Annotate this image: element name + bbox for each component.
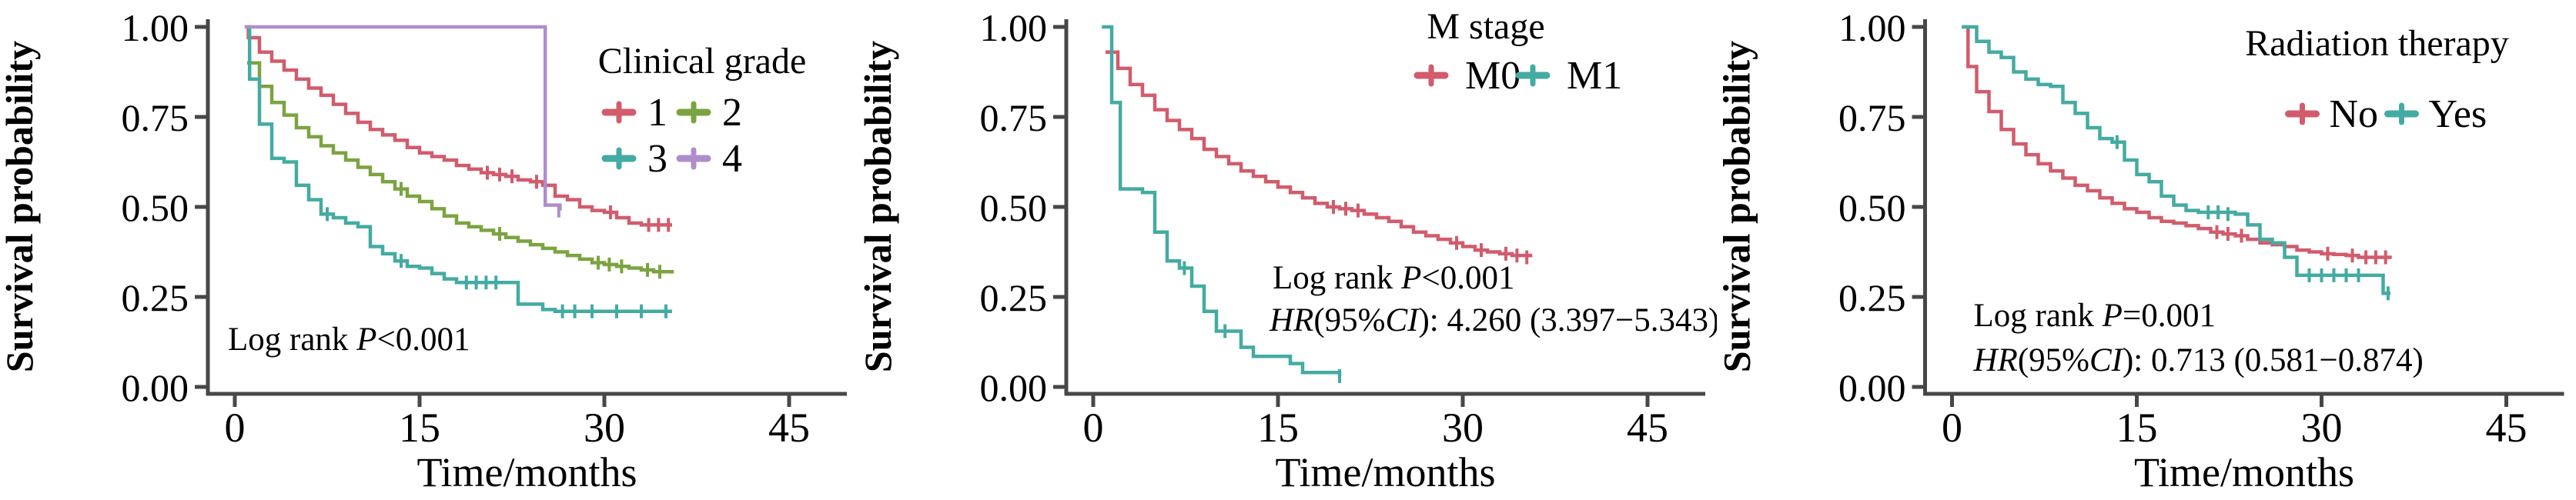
km-curve-m1 — [1102, 25, 1342, 376]
legend-title: Radiation therapy — [2245, 23, 2509, 64]
y-tick-label: 0.50 — [980, 186, 1048, 229]
annotation-log-rank: Log rank P=0.001 — [1974, 298, 2216, 334]
y-tick-label: 0.75 — [980, 96, 1048, 139]
y-tick-label: 1.00 — [1838, 6, 1906, 49]
x-tick-label: 15 — [399, 405, 440, 451]
y-tick-label: 0.00 — [1838, 366, 1906, 409]
y-tick-label: 0.50 — [1838, 186, 1906, 229]
legend: Clinical grade 1 2 3 4 — [598, 41, 807, 181]
km-curve-m0 — [1106, 50, 1533, 258]
annotation-log-rank: Log rank P<0.001 — [1273, 260, 1514, 296]
y-tick-label: 0.75 — [1838, 96, 1906, 139]
km-chart-m-stage: 1.00 0.75 0.50 0.25 0.00 Survival probability… — [858, 6, 1717, 495]
x-axis-title: Time/months — [1275, 449, 1495, 495]
km-chart-radiation-therapy: 1.00 0.75 0.50 0.25 0.00 Survival probability… — [1717, 6, 2564, 495]
x-tick-label: 15 — [2116, 405, 2158, 451]
km-curve-2 — [247, 61, 674, 274]
legend-title: Clinical grade — [598, 41, 807, 82]
x-tick-label: 0 — [1083, 405, 1104, 451]
y-tick-label: 0.25 — [1838, 276, 1906, 319]
km-curve-3 — [246, 25, 672, 313]
y-tick-label: 0.50 — [122, 186, 189, 229]
annotation-log-rank: Log rank P<0.001 — [228, 322, 470, 358]
annotation-hazard-ratio: HR(95%CI): 0.713 (0.581−0.874) — [1973, 342, 2424, 378]
y-tick-label: 0.00 — [980, 366, 1048, 409]
legend-label-m0: M0 — [1465, 54, 1521, 98]
legend-label-1: 1 — [647, 91, 667, 135]
km-panel-clinical-grade: 1.00 0.75 0.50 0.25 0.00 Survival probability… — [0, 0, 858, 500]
km-panel-radiation-therapy: 1.00 0.75 0.50 0.25 0.00 Survival probability… — [1717, 0, 2575, 500]
km-curve-no — [1962, 25, 2392, 259]
y-tick-label: 0.25 — [980, 276, 1048, 319]
km-panel-m-stage: 1.00 0.75 0.50 0.25 0.00 Survival probability… — [858, 0, 1717, 500]
x-axis-title: Time/months — [2134, 449, 2354, 495]
x-tick-label: 0 — [225, 405, 246, 451]
legend-title: M stage — [1427, 6, 1544, 47]
legend-label-2: 2 — [722, 91, 742, 135]
legend-label-m1: M1 — [1567, 54, 1622, 98]
legend-label-4: 4 — [722, 137, 742, 181]
legend-label-yes: Yes — [2429, 92, 2487, 136]
km-chart-clinical-grade: 1.00 0.75 0.50 0.25 0.00 Survival probability… — [0, 6, 847, 495]
km-curve-1 — [246, 25, 672, 227]
y-tick-label: 0.00 — [122, 366, 189, 409]
x-tick-label: 15 — [1257, 405, 1299, 451]
y-axis-title: Survival probability — [1717, 41, 1758, 372]
x-axis-title: Time/months — [417, 449, 637, 495]
y-axis-title: Survival probability — [858, 41, 899, 372]
annotation-hazard-ratio: HR(95%CI): 4.260 (3.397−5.343) — [1269, 302, 1717, 338]
x-tick-label: 30 — [2301, 405, 2343, 451]
x-tick-label: 30 — [1442, 405, 1484, 451]
km-curve-yes — [1962, 25, 2391, 295]
y-tick-label: 1.00 — [122, 6, 189, 49]
x-tick-label: 45 — [2486, 405, 2527, 451]
x-tick-label: 45 — [1627, 405, 1668, 451]
y-tick-label: 1.00 — [980, 6, 1048, 49]
legend-label-no: No — [2330, 92, 2379, 136]
legend: Radiation therapy No Yes — [2245, 23, 2509, 136]
x-tick-label: 30 — [584, 405, 625, 451]
y-axis-title: Survival probability — [0, 41, 41, 372]
y-tick-label: 0.25 — [122, 276, 189, 319]
x-tick-label: 45 — [768, 405, 810, 451]
y-tick-label: 0.75 — [122, 96, 189, 139]
x-tick-label: 0 — [1942, 405, 1962, 451]
legend-label-3: 3 — [647, 137, 667, 181]
legend: M stage M0 M1 — [1413, 6, 1622, 98]
